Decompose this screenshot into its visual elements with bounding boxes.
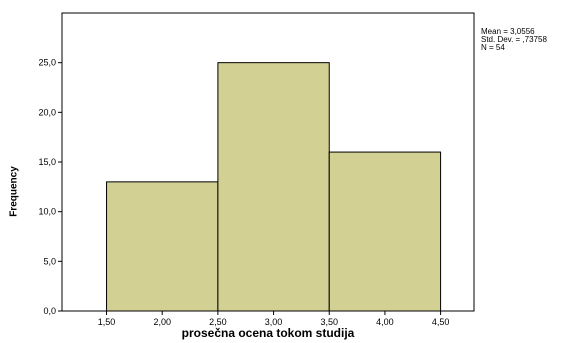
x-tick-label: 1,50 [98,317,116,327]
x-axis-label: prosečna ocena tokom studija [181,326,355,340]
y-tick-label: 15,0 [38,157,56,167]
x-tick-label: 2,00 [153,317,171,327]
histogram-bar [217,62,330,312]
stats-box: Mean = 3,0556 Std. Dev. = ,73758 N = 54 [481,28,547,52]
x-tick-label: 2,50 [209,317,227,327]
y-tick-label: 20,0 [38,107,56,117]
x-tick-label: 3,00 [265,317,283,327]
stat-mean: Mean = 3,0556 [481,27,535,36]
histogram-bar [328,151,442,312]
y-tick-label: 5,0 [43,256,56,266]
x-tick-label: 4,00 [376,317,394,327]
x-tick-label: 3,50 [320,317,338,327]
y-tick-label: 25,0 [38,58,56,68]
y-tick-label: 10,0 [38,207,56,217]
y-tick-label: 0,0 [43,306,56,316]
y-axis-label: Frequency [8,166,20,217]
stat-std-dev: Std. Dev. = ,73758 [481,35,547,44]
x-tick-label: 4,50 [432,317,450,327]
histogram-bar [106,181,219,312]
stat-n: N = 54 [481,43,505,52]
